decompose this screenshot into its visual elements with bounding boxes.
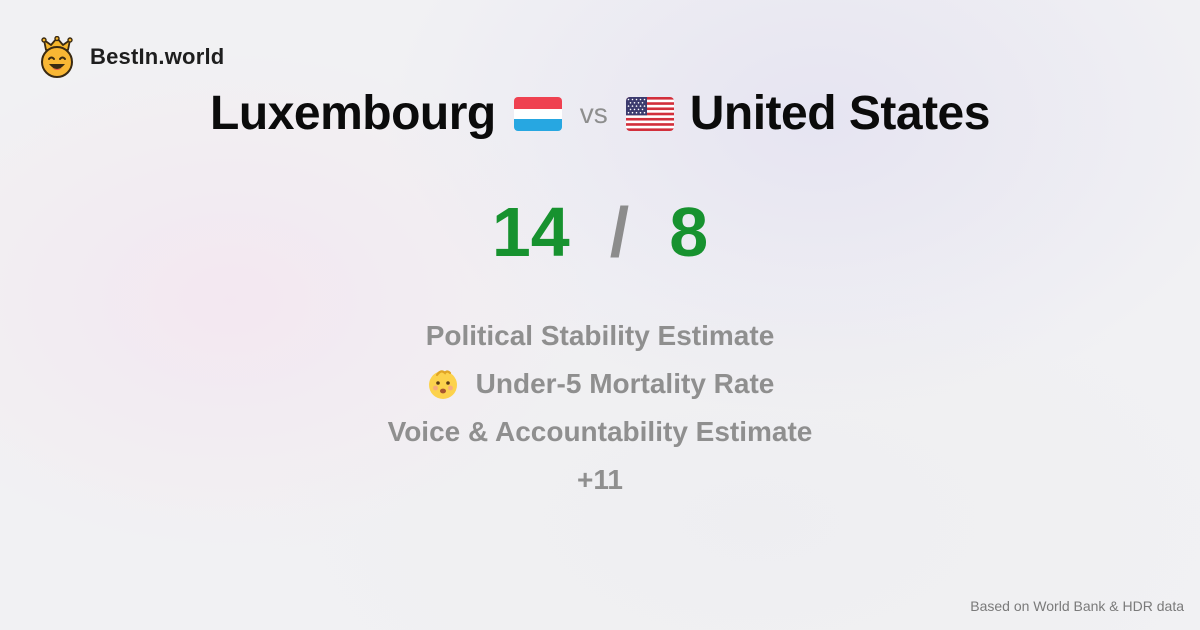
score: 14 / 8: [0, 192, 1200, 272]
metric-label: Political Stability Estimate: [425, 320, 775, 351]
source-note: Based on World Bank & HDR data: [970, 598, 1184, 614]
metric-label: Voice & Accountability Estimate: [387, 416, 813, 447]
metric-label: Under-5 Mortality Rate: [475, 368, 775, 399]
score-separator: /: [609, 193, 630, 271]
comparison-title: Luxembourg vs: [0, 86, 1200, 141]
list-item: Under-5 Mortality Rate: [426, 360, 775, 408]
right-country-name: United States: [689, 87, 991, 140]
luxembourg-flag-icon: [513, 96, 562, 131]
list-item: Political Stability Estimate: [426, 312, 775, 360]
more-metrics-count: +11: [577, 456, 623, 504]
vs-label: vs: [579, 97, 608, 129]
crowned-smiley-icon: [41, 36, 73, 78]
list-item: Voice & Accountability Estimate: [388, 408, 813, 456]
right-score: 8: [669, 193, 709, 271]
metric-list: Political Stability Estimate Under-5 Mor…: [0, 312, 1200, 504]
brand-name: BestIn.world: [90, 44, 225, 69]
baby-face-icon: [428, 370, 457, 399]
left-score: 14: [491, 193, 570, 271]
brand[interactable]: BestIn.world: [38, 36, 224, 78]
left-country-name: Luxembourg: [210, 87, 496, 140]
metric-label: +11: [577, 464, 623, 495]
us-flag-icon: [625, 96, 674, 131]
